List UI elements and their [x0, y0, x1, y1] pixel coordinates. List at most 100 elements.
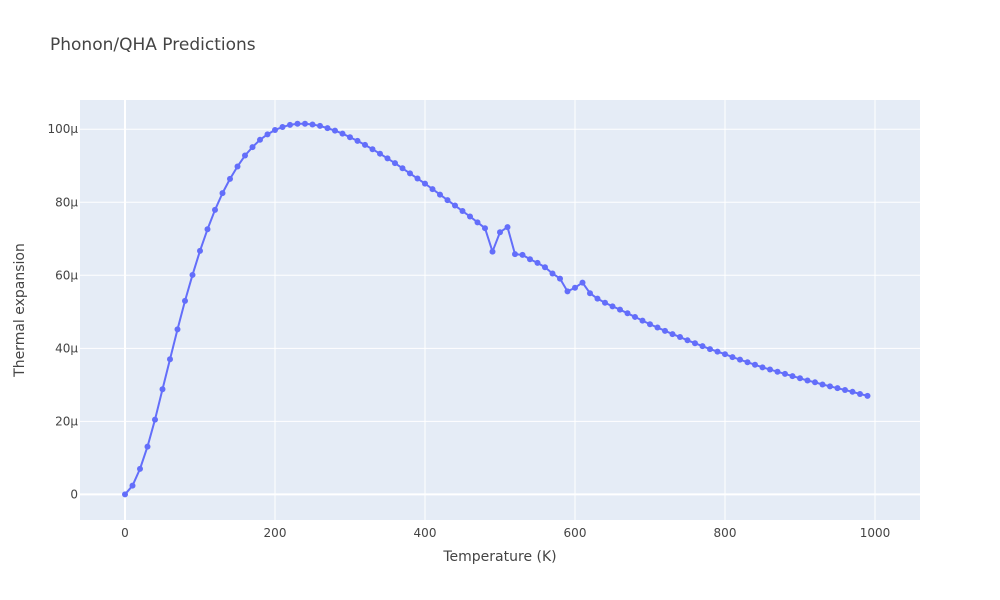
- data-point[interactable]: [152, 416, 158, 423]
- data-point[interactable]: [234, 163, 241, 170]
- data-point[interactable]: [744, 359, 751, 366]
- data-point[interactable]: [384, 155, 391, 162]
- data-point[interactable]: [827, 383, 833, 390]
- data-point[interactable]: [752, 361, 758, 368]
- data-point[interactable]: [842, 386, 848, 393]
- data-point[interactable]: [759, 364, 766, 371]
- data-point[interactable]: [497, 229, 503, 236]
- data-point[interactable]: [527, 256, 533, 263]
- data-point[interactable]: [654, 324, 661, 331]
- data-point[interactable]: [564, 288, 571, 295]
- data-point[interactable]: [864, 392, 871, 399]
- data-point[interactable]: [669, 331, 676, 338]
- data-point[interactable]: [317, 122, 323, 129]
- data-point[interactable]: [399, 165, 406, 172]
- data-point[interactable]: [647, 321, 653, 328]
- data-point[interactable]: [512, 251, 518, 258]
- data-point[interactable]: [159, 386, 166, 393]
- data-point[interactable]: [144, 443, 151, 450]
- data-point[interactable]: [414, 175, 421, 182]
- data-point[interactable]: [122, 491, 128, 498]
- data-point[interactable]: [137, 465, 143, 472]
- data-point[interactable]: [197, 247, 203, 254]
- data-point[interactable]: [677, 334, 683, 341]
- data-point[interactable]: [189, 271, 196, 278]
- data-point[interactable]: [489, 248, 496, 255]
- data-point[interactable]: [602, 299, 608, 306]
- data-point[interactable]: [369, 146, 376, 153]
- data-point[interactable]: [789, 373, 796, 380]
- data-point[interactable]: [692, 340, 698, 347]
- data-point[interactable]: [249, 144, 256, 151]
- data-point[interactable]: [609, 303, 616, 310]
- data-point[interactable]: [339, 130, 346, 137]
- data-point[interactable]: [534, 259, 541, 266]
- data-point[interactable]: [279, 124, 286, 131]
- data-point[interactable]: [264, 131, 271, 138]
- data-point[interactable]: [167, 356, 173, 363]
- data-point[interactable]: [774, 368, 781, 375]
- data-point[interactable]: [662, 327, 668, 334]
- data-point[interactable]: [257, 136, 263, 143]
- data-point[interactable]: [354, 137, 361, 144]
- data-point[interactable]: [272, 126, 278, 133]
- data-point[interactable]: [362, 141, 368, 148]
- data-point[interactable]: [377, 150, 383, 157]
- data-point[interactable]: [444, 197, 451, 204]
- data-point[interactable]: [204, 226, 211, 233]
- data-point[interactable]: [302, 120, 308, 127]
- data-point[interactable]: [639, 317, 646, 324]
- data-point[interactable]: [617, 306, 623, 313]
- data-point[interactable]: [482, 225, 488, 232]
- data-point[interactable]: [504, 224, 511, 231]
- data-point[interactable]: [722, 351, 728, 358]
- data-point[interactable]: [557, 275, 563, 282]
- data-point[interactable]: [422, 180, 428, 187]
- data-point[interactable]: [129, 482, 136, 489]
- data-point[interactable]: [594, 295, 601, 302]
- data-point[interactable]: [579, 279, 586, 286]
- data-point[interactable]: [212, 206, 218, 213]
- data-point[interactable]: [812, 379, 818, 386]
- data-point[interactable]: [294, 120, 301, 127]
- data-point[interactable]: [834, 385, 841, 392]
- data-point[interactable]: [407, 170, 413, 177]
- data-point[interactable]: [324, 125, 331, 132]
- data-point[interactable]: [707, 346, 713, 353]
- data-point[interactable]: [737, 356, 743, 363]
- data-point[interactable]: [332, 127, 338, 134]
- data-point[interactable]: [437, 191, 443, 198]
- data-point[interactable]: [227, 175, 233, 182]
- data-point[interactable]: [632, 313, 638, 320]
- data-point[interactable]: [182, 297, 188, 304]
- data-point[interactable]: [309, 121, 316, 128]
- data-point[interactable]: [429, 186, 436, 193]
- data-point[interactable]: [699, 343, 706, 350]
- data-point[interactable]: [767, 366, 773, 373]
- data-point[interactable]: [287, 121, 293, 128]
- data-point[interactable]: [174, 326, 181, 333]
- data-point[interactable]: [542, 264, 548, 271]
- data-point[interactable]: [242, 152, 248, 159]
- data-point[interactable]: [587, 290, 593, 297]
- data-point[interactable]: [459, 208, 466, 215]
- data-point[interactable]: [452, 202, 458, 209]
- data-point[interactable]: [624, 310, 631, 317]
- data-point[interactable]: [347, 134, 353, 141]
- data-point[interactable]: [467, 213, 473, 220]
- data-point[interactable]: [849, 388, 856, 395]
- data-point[interactable]: [572, 284, 578, 291]
- data-point[interactable]: [857, 391, 863, 397]
- data-point[interactable]: [684, 337, 691, 344]
- data-point[interactable]: [804, 377, 811, 384]
- data-point[interactable]: [729, 354, 736, 361]
- data-point[interactable]: [797, 375, 803, 382]
- data-point[interactable]: [549, 270, 556, 277]
- data-point[interactable]: [819, 381, 826, 388]
- data-point[interactable]: [782, 370, 788, 377]
- data-point[interactable]: [474, 219, 481, 226]
- data-point[interactable]: [519, 251, 526, 258]
- data-point[interactable]: [714, 348, 721, 355]
- data-point[interactable]: [392, 160, 398, 167]
- data-point[interactable]: [219, 190, 226, 197]
